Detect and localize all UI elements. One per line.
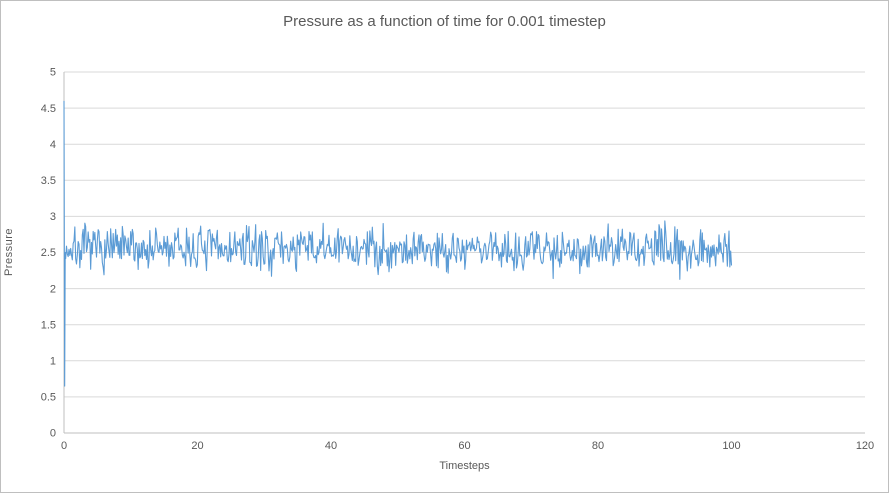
x-tick-label: 0 bbox=[61, 440, 67, 452]
chart-title: Pressure as a function of time for 0.001… bbox=[283, 13, 606, 30]
x-tick-label: 20 bbox=[191, 440, 203, 452]
x-tick-label: 60 bbox=[458, 440, 470, 452]
x-axis-title: Timesteps bbox=[439, 460, 490, 472]
y-tick-label: 4 bbox=[50, 139, 56, 151]
x-tick-label: 80 bbox=[592, 440, 604, 452]
pressure-series-line bbox=[63, 100, 733, 387]
y-tick-label: 2.5 bbox=[41, 247, 56, 259]
y-tick-label: 3 bbox=[50, 211, 56, 223]
y-tick-label: 5 bbox=[50, 67, 56, 79]
x-tick-label: 40 bbox=[325, 440, 337, 452]
y-tick-label: 3.5 bbox=[41, 175, 56, 187]
y-tick-label: 0.5 bbox=[41, 392, 56, 404]
y-tick-label: 0 bbox=[50, 428, 56, 440]
y-tick-label: 2 bbox=[50, 283, 56, 295]
x-tick-label: 120 bbox=[856, 440, 874, 452]
y-tick-label: 1 bbox=[50, 356, 56, 368]
x-tick-label: 100 bbox=[722, 440, 740, 452]
y-tick-label: 4.5 bbox=[41, 103, 56, 115]
y-tick-label: 1.5 bbox=[41, 319, 56, 331]
